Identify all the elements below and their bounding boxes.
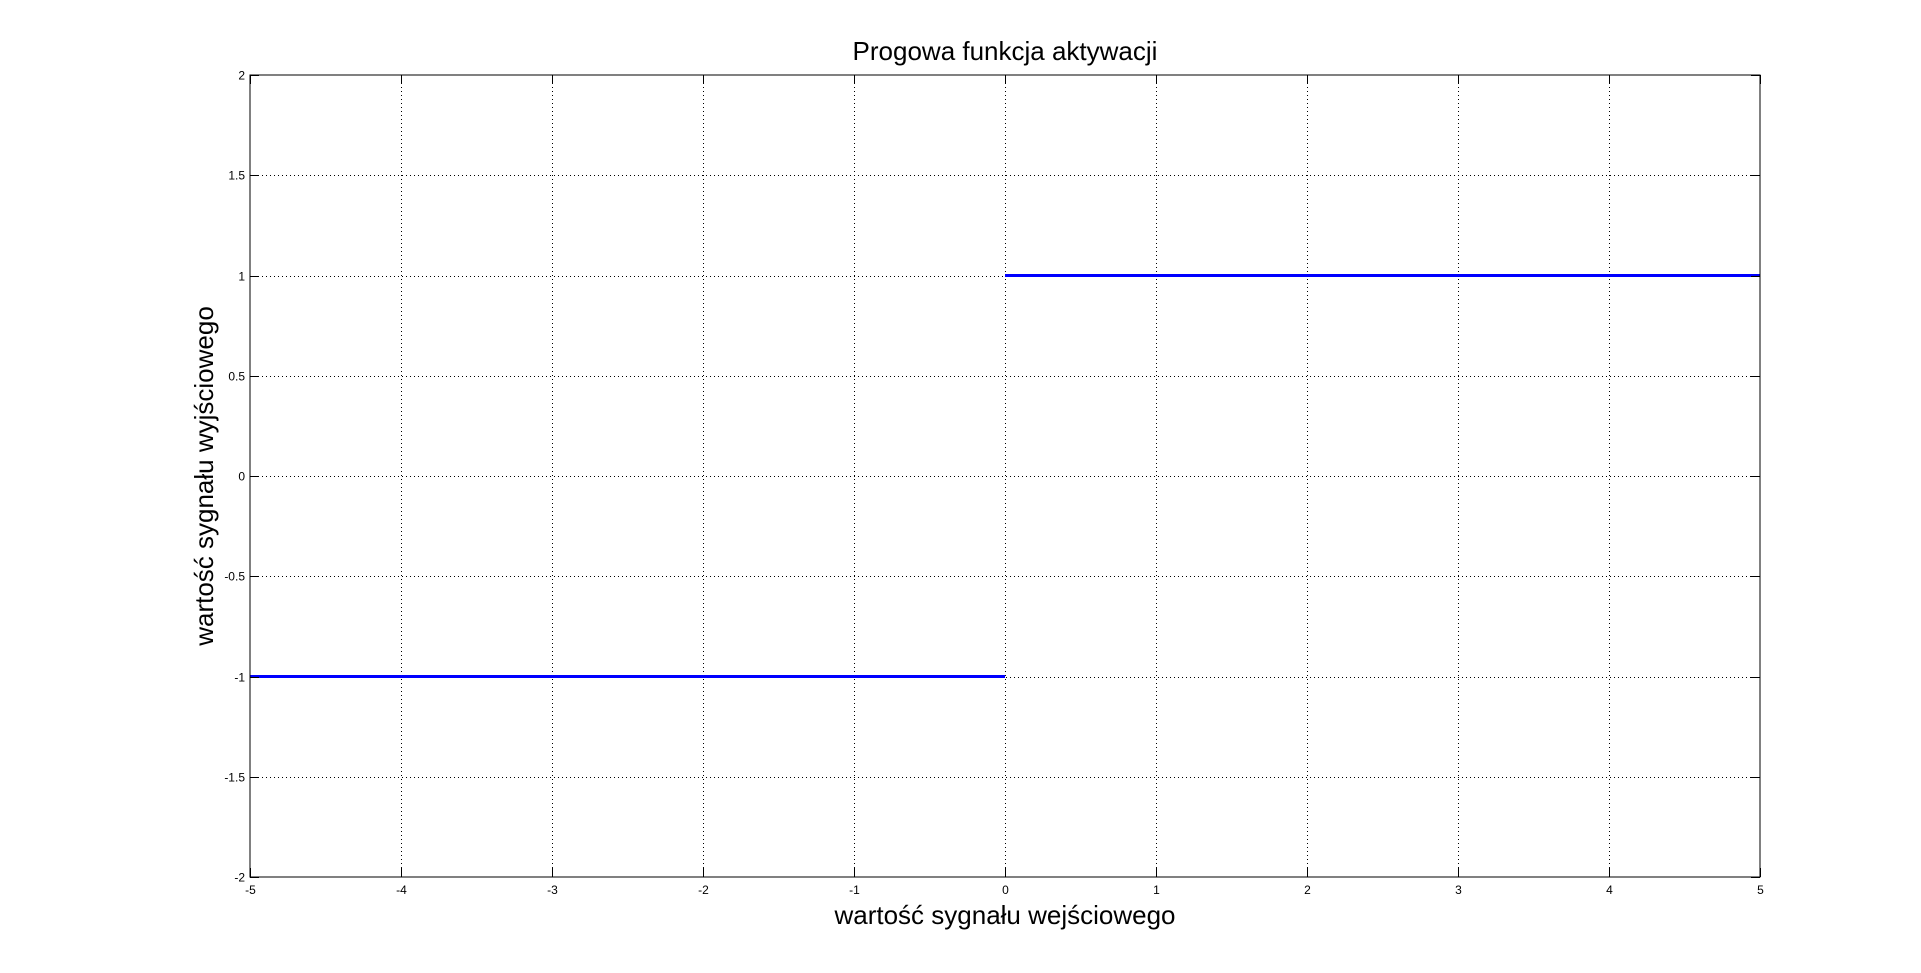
grid-lines xyxy=(250,75,1760,877)
x-tick-label: 3 xyxy=(1455,883,1462,897)
y-tick-label: -1 xyxy=(234,671,245,685)
x-tick-label: -5 xyxy=(245,883,256,897)
y-tick-label: -2 xyxy=(234,871,245,885)
x-tick-label: -4 xyxy=(396,883,407,897)
y-tick-label: 0 xyxy=(238,470,245,484)
series-layer xyxy=(250,274,1760,678)
chart-title: Progowa funkcja aktywacji xyxy=(853,36,1158,66)
x-tick-labels: -5 -4 -3 -2 -1 0 1 2 3 4 5 xyxy=(245,883,1764,897)
y-tick-label: -0.5 xyxy=(224,570,245,584)
y-tick-label: 0.5 xyxy=(228,370,245,384)
x-tick-label: -1 xyxy=(849,883,860,897)
y-axis-label: wartość sygnału wyjściowego xyxy=(189,306,219,647)
y-tick-label: 1 xyxy=(238,270,245,284)
x-tick-label: 2 xyxy=(1304,883,1311,897)
y-tick-label: -1.5 xyxy=(224,771,245,785)
x-tick-label: -3 xyxy=(547,883,558,897)
y-tick-labels: -2 -1.5 -1 -0.5 0 0.5 1 1.5 2 xyxy=(224,69,245,885)
x-tick-label: 4 xyxy=(1606,883,1613,897)
x-tick-label: 5 xyxy=(1757,883,1764,897)
plot-area: -5 -4 -3 -2 -1 0 1 2 3 4 5 -2 -1.5 -1 -0.5 0 0.5 1 1.5 2 xyxy=(224,69,1764,898)
y-tick-label: 1.5 xyxy=(228,169,245,183)
y-tick-label: 2 xyxy=(238,69,245,83)
x-tick-label: 0 xyxy=(1002,883,1009,897)
x-tick-label: -2 xyxy=(698,883,709,897)
x-axis-label: wartość sygnału wejściowego xyxy=(833,900,1175,930)
x-tick-label: 1 xyxy=(1153,883,1160,897)
tick-marks xyxy=(250,75,1761,878)
